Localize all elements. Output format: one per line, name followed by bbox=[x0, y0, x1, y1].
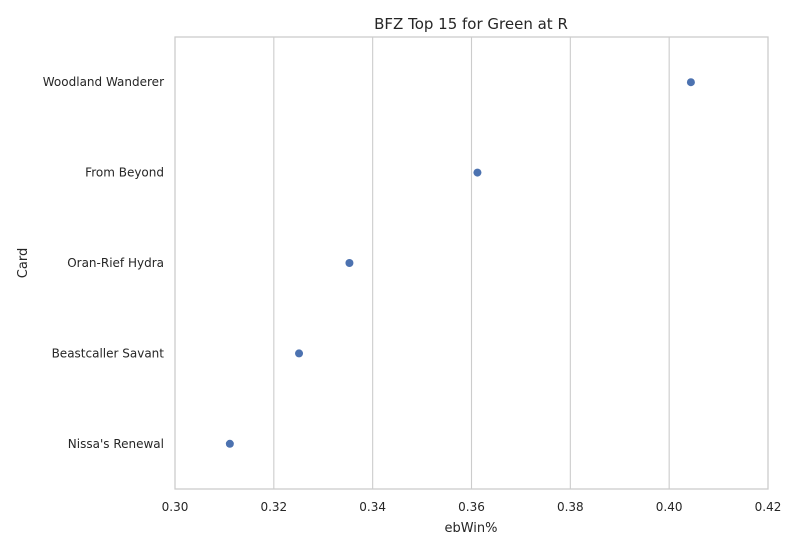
y-tick-labels: Woodland Wanderer From Beyond Oran-Rief Hy… bbox=[43, 75, 165, 451]
y-tick-label: Nissa's Renewal bbox=[68, 437, 164, 451]
x-tick-label: 0.38 bbox=[557, 500, 584, 514]
x-tick-label: 0.36 bbox=[458, 500, 485, 514]
data-points bbox=[225, 78, 695, 448]
chart-title: BFZ Top 15 for Green at R bbox=[374, 15, 568, 33]
y-tick-label: Woodland Wanderer bbox=[43, 75, 164, 89]
x-tick-label: 0.30 bbox=[162, 500, 189, 514]
x-tick-label: 0.32 bbox=[260, 500, 287, 514]
x-tick-label: 0.34 bbox=[359, 500, 386, 514]
x-axis-label: ebWin% bbox=[444, 521, 497, 536]
x-tick-label: 0.40 bbox=[656, 500, 683, 514]
data-point bbox=[473, 168, 482, 177]
data-point bbox=[225, 439, 234, 448]
data-point bbox=[345, 259, 354, 267]
data-point bbox=[686, 78, 695, 87]
y-tick-label: Oran-Rief Hydra bbox=[67, 256, 164, 270]
x-tick-labels: 0.30 0.32 0.34 0.36 0.38 0.40 0.42 bbox=[162, 500, 782, 514]
plot-frame bbox=[174, 36, 769, 490]
data-point bbox=[295, 349, 304, 358]
gridlines bbox=[273, 37, 670, 489]
x-tick-label: 0.42 bbox=[755, 500, 782, 514]
y-tick-label: Beastcaller Savant bbox=[52, 346, 165, 360]
y-tick-label: From Beyond bbox=[85, 166, 164, 180]
y-axis-label: Card bbox=[16, 248, 31, 278]
